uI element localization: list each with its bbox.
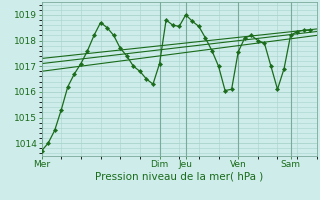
X-axis label: Pression niveau de la mer( hPa ): Pression niveau de la mer( hPa ) (95, 172, 263, 182)
